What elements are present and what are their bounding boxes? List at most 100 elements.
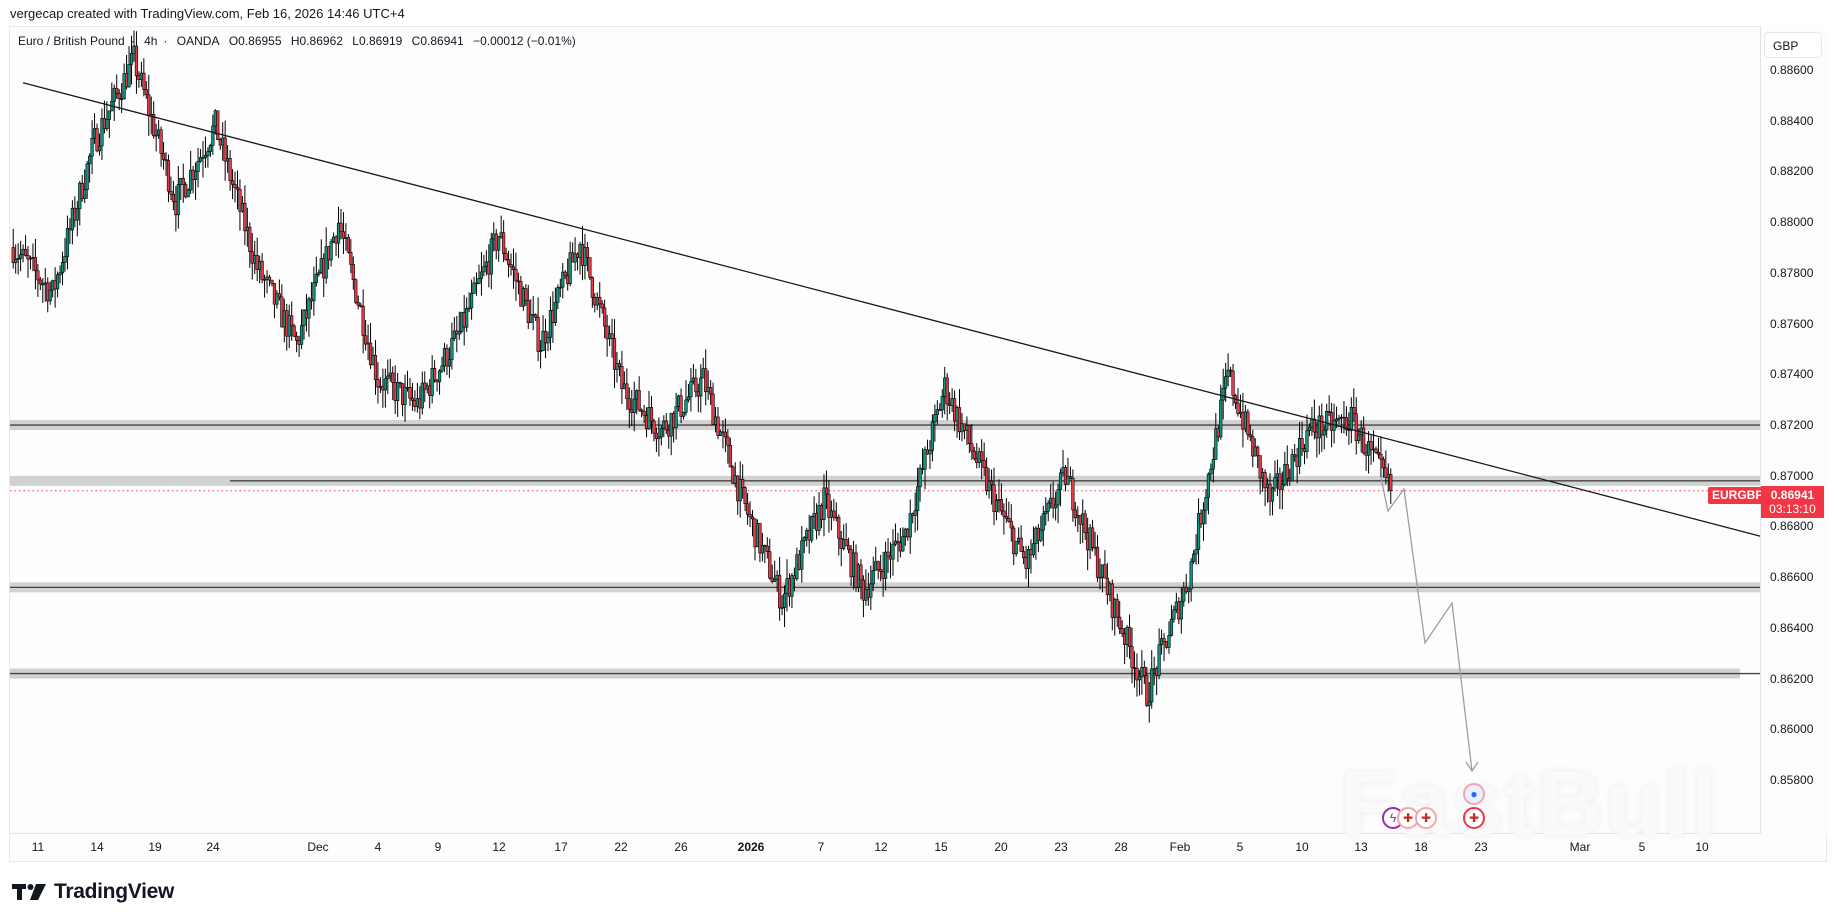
candle-up	[1204, 497, 1208, 511]
candle-down	[1004, 515, 1008, 519]
candle-up	[211, 125, 215, 146]
symbol-name[interactable]: Euro / British Pound	[18, 34, 125, 48]
candle-up	[403, 387, 407, 405]
candle-down	[824, 487, 829, 495]
candle-down	[992, 484, 996, 513]
candle-up	[452, 330, 456, 339]
candle-down	[292, 325, 296, 337]
candle-up	[553, 301, 557, 323]
candle-up	[1058, 472, 1063, 490]
candle-up	[154, 134, 158, 137]
separator-dot: ·	[163, 34, 168, 48]
candle-down	[216, 110, 220, 141]
candle-down	[620, 366, 624, 390]
candle-down	[1073, 509, 1077, 519]
candle-down	[1352, 407, 1356, 415]
candle-up	[336, 222, 341, 244]
time-tick: 20	[994, 840, 1008, 854]
candle-down	[171, 193, 176, 202]
candle-up	[659, 428, 663, 438]
time-tick: Dec	[307, 840, 329, 854]
candle-up	[1273, 477, 1277, 489]
symbol-legend: Euro / British Pound · 4h · OANDA O0.86955…	[18, 34, 582, 48]
price-tick: 0.87600	[1770, 316, 1814, 331]
candle-down	[1389, 474, 1393, 491]
candle-down	[120, 98, 124, 101]
candle-down	[709, 387, 713, 395]
candle-down	[166, 160, 171, 192]
candle-up	[1066, 476, 1070, 485]
candle-down	[36, 270, 40, 281]
time-tick: 23	[1054, 840, 1068, 854]
candle-up	[1098, 576, 1102, 579]
candle-down	[361, 306, 365, 336]
candle-down	[524, 288, 528, 301]
candle-up	[90, 137, 94, 157]
time-tick: 17	[554, 840, 568, 854]
price-tick: 0.87200	[1770, 418, 1814, 433]
candle-down	[356, 302, 360, 306]
candle-up	[782, 593, 787, 608]
candle-down	[95, 128, 99, 152]
candle-up	[1349, 407, 1353, 431]
candle-up	[85, 163, 89, 190]
candle-down	[1127, 626, 1132, 647]
candle-down	[526, 300, 530, 324]
candle-up	[1137, 676, 1142, 681]
ohlc-open: O0.86955	[228, 34, 282, 48]
ohlc-high: H0.86962	[290, 34, 343, 48]
time-tick: 9	[434, 840, 442, 854]
candle-down	[398, 382, 402, 384]
candle-up	[1189, 561, 1193, 590]
eu-event-icon[interactable]: ●	[1463, 783, 1485, 805]
uk-event-icon[interactable]: ✚	[1415, 807, 1437, 829]
candle-up	[928, 450, 932, 455]
candle-down	[957, 407, 962, 433]
symbol-price-tag: EURGBP	[1708, 487, 1768, 504]
candle-down	[1278, 473, 1282, 490]
candle-up	[203, 155, 208, 159]
price-axis[interactable]	[1760, 26, 1827, 834]
candle-down	[1362, 427, 1366, 454]
candle-down	[262, 279, 267, 281]
candle-down	[260, 260, 264, 280]
time-axis[interactable]	[10, 833, 1760, 861]
candle-up	[208, 145, 212, 152]
candle-down	[612, 338, 617, 370]
candle-up	[176, 184, 180, 216]
candle-down	[509, 264, 513, 268]
candle-up	[1169, 618, 1174, 636]
candle-down	[694, 377, 698, 393]
tradingview-logo[interactable]: TradingView	[12, 880, 174, 904]
candle-up	[186, 189, 190, 198]
candle-down	[896, 540, 900, 544]
uk-event-icon[interactable]: ✚	[1463, 807, 1485, 829]
candle-down	[351, 264, 355, 281]
candle-up	[14, 258, 18, 264]
candle-up	[198, 157, 203, 162]
candle-up	[987, 480, 991, 492]
candle-up	[558, 286, 562, 289]
candle-down	[640, 409, 644, 412]
candle-down	[248, 226, 252, 252]
candle-down	[408, 386, 412, 399]
candle-down	[1012, 527, 1016, 555]
candle-down	[1130, 646, 1134, 668]
time-tick: Mar	[1569, 840, 1591, 854]
candle-down	[1071, 477, 1075, 511]
candle-down	[876, 561, 880, 570]
currency-button[interactable]: GBP	[1764, 32, 1822, 58]
interval[interactable]: 4h	[144, 34, 158, 48]
candle-up	[275, 293, 279, 305]
bar-countdown: 03:13:10	[1769, 502, 1816, 516]
candle-down	[1051, 497, 1055, 509]
candle-up	[718, 431, 723, 436]
candle-up	[1290, 454, 1294, 482]
candle-up	[1172, 609, 1176, 620]
candle-up	[1297, 438, 1302, 467]
candle-up	[1196, 513, 1201, 550]
candle-up	[65, 228, 70, 257]
candle-down	[1115, 599, 1119, 618]
candle-up	[189, 169, 193, 191]
